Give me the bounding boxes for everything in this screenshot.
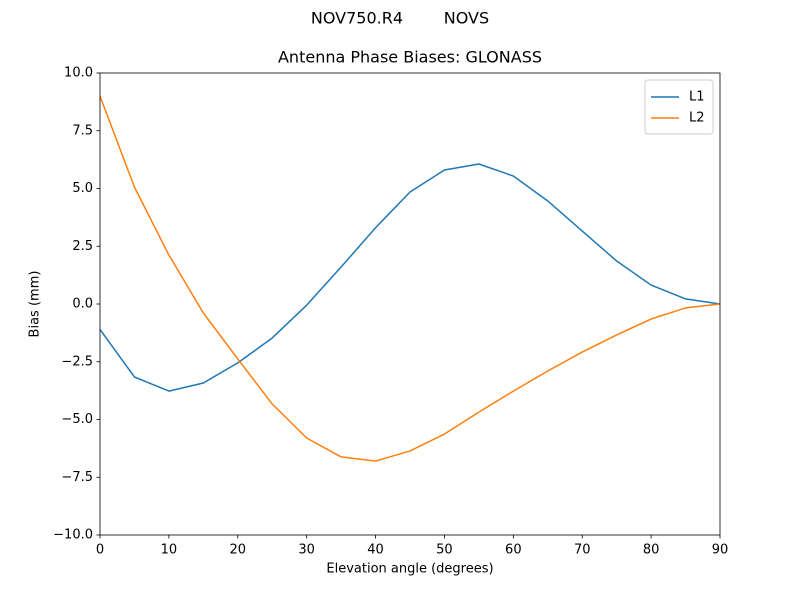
x-tick-label: 60 (505, 543, 522, 558)
y-tick-label: −2.5 (61, 354, 93, 369)
x-tick-label: 20 (230, 543, 247, 558)
x-axis-label: Elevation angle (degrees) (326, 562, 493, 577)
legend-label: L1 (689, 90, 705, 105)
y-tick-label: 10.0 (64, 66, 93, 81)
legend-box (644, 79, 714, 135)
y-tick-label: −10.0 (53, 528, 93, 543)
line-series (99, 95, 721, 462)
chart-title: Antenna Phase Biases: GLONASS (278, 48, 542, 67)
x-tick-label: 80 (643, 543, 660, 558)
suptitle: NOV750.R4 NOVS (311, 9, 489, 28)
plot-frame (99, 72, 721, 536)
x-tick-label: 0 (96, 543, 104, 558)
y-tick-label: 0.0 (72, 297, 93, 312)
y-tick-label: 2.5 (72, 239, 93, 254)
x-tick-label: 10 (161, 543, 178, 558)
line-series (99, 163, 721, 392)
y-axis-label: Bias (mm) (28, 271, 43, 338)
x-tick-label: 50 (436, 543, 453, 558)
legend-label: L2 (689, 111, 705, 126)
x-tick-label: 70 (574, 543, 591, 558)
y-tick-label: −7.5 (61, 470, 93, 485)
x-tick-label: 90 (712, 543, 729, 558)
x-tick-label: 40 (367, 543, 384, 558)
y-tick-label: 7.5 (72, 123, 93, 138)
y-tick-label: −5.0 (61, 412, 93, 427)
x-tick-label: 30 (298, 543, 315, 558)
y-tick-label: 5.0 (72, 181, 93, 196)
